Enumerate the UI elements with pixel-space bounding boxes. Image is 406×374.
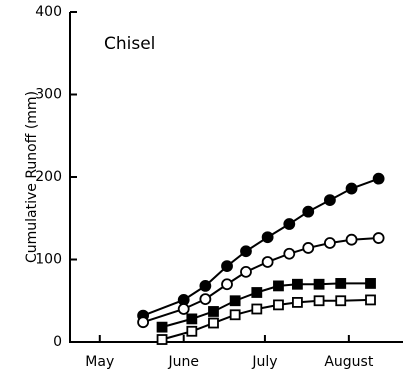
annotation: Chisel — [104, 34, 155, 54]
y-tick-label: 0 — [53, 334, 62, 350]
y-tick-label: 300 — [35, 87, 62, 103]
marker — [199, 293, 212, 306]
marker — [137, 316, 149, 329]
marker — [240, 245, 252, 258]
marker — [273, 299, 284, 311]
marker — [221, 278, 233, 291]
x-tick-label: August — [324, 354, 374, 370]
series-line — [161, 298, 371, 341]
marker — [292, 296, 303, 308]
marker — [273, 280, 284, 292]
axes — [69, 12, 403, 343]
x-tick-label: May — [85, 354, 114, 370]
marker — [283, 247, 296, 260]
marker — [302, 242, 315, 254]
y-tick-label: 400 — [35, 4, 62, 20]
marker — [313, 278, 325, 290]
marker — [345, 182, 358, 195]
marker — [240, 265, 252, 278]
marker — [283, 218, 296, 230]
series-line — [161, 282, 371, 329]
marker — [372, 232, 385, 244]
marker — [229, 295, 241, 307]
marker — [229, 309, 241, 321]
marker — [251, 303, 263, 315]
marker — [292, 278, 303, 290]
y-tick-label: 200 — [35, 169, 62, 185]
marker — [177, 303, 190, 315]
marker — [221, 260, 233, 273]
marker — [345, 233, 358, 246]
y-axis-label: Cumulative Runoff (mm) — [24, 91, 40, 263]
marker — [335, 295, 347, 307]
marker — [302, 205, 315, 218]
marker — [251, 287, 263, 298]
marker — [261, 231, 274, 244]
marker — [365, 278, 376, 289]
marker — [324, 194, 336, 207]
marker — [156, 321, 168, 333]
marker — [261, 256, 274, 268]
y-tick-label: 100 — [35, 252, 62, 268]
marker — [156, 334, 168, 345]
marker — [372, 172, 385, 185]
marker — [186, 313, 198, 325]
marker — [335, 278, 347, 289]
marker — [208, 306, 219, 317]
x-tick-label: July — [251, 354, 277, 370]
marker — [324, 237, 336, 249]
marker — [365, 294, 376, 306]
x-tick-label: June — [167, 354, 199, 370]
marker — [199, 279, 212, 292]
marker — [313, 295, 325, 307]
marker — [186, 325, 198, 337]
marker — [208, 317, 219, 329]
